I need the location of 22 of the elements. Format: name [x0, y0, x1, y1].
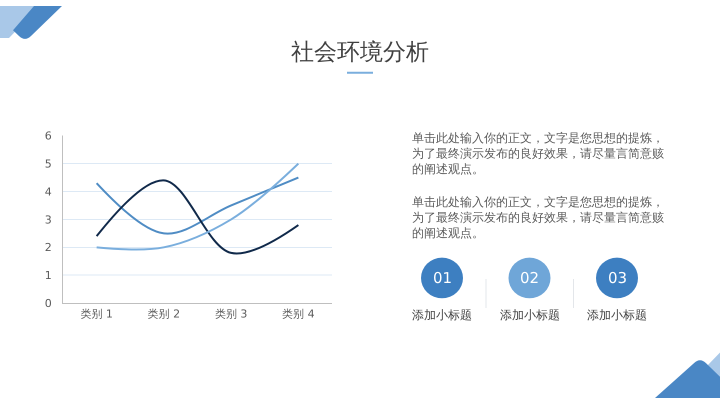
text: 添加小标题: [412, 308, 472, 322]
y-tick-label: 3: [44, 213, 52, 226]
x-tick-label: 类别 4: [282, 307, 315, 320]
y-tick-label: 1: [44, 269, 52, 282]
x-tick-label: 类别 3: [214, 307, 248, 320]
y-tick-label: 4: [44, 185, 52, 198]
text: 03: [608, 269, 628, 287]
text: 02: [520, 269, 540, 287]
text: 添加小标题: [500, 308, 560, 322]
chart-title: 社会环境分析: [291, 40, 429, 66]
line-series: [96, 176, 300, 235]
line-series: [96, 179, 300, 254]
text: 01: [433, 269, 452, 287]
text: 单击此处输入你的正文，文字是您思想的提炼，为了最终演示发布的良好效果，请尽量言简意赅的阐述观点。: [412, 131, 664, 176]
x-tick-label: 类别 1: [80, 307, 113, 320]
y-tick-label: 2: [44, 241, 52, 254]
text: 添加小标题: [587, 308, 647, 322]
x-tick-label: 类别 2: [148, 307, 180, 320]
y-tick-label: 0: [44, 297, 52, 310]
y-tick-label: 5: [44, 157, 52, 170]
text: 单击此处输入你的正文，文字是您思想的提炼，为了最终演示发布的良好效果，请尽量言简意赅的阐述观点。: [412, 195, 664, 240]
y-tick-label: 6: [44, 130, 52, 143]
